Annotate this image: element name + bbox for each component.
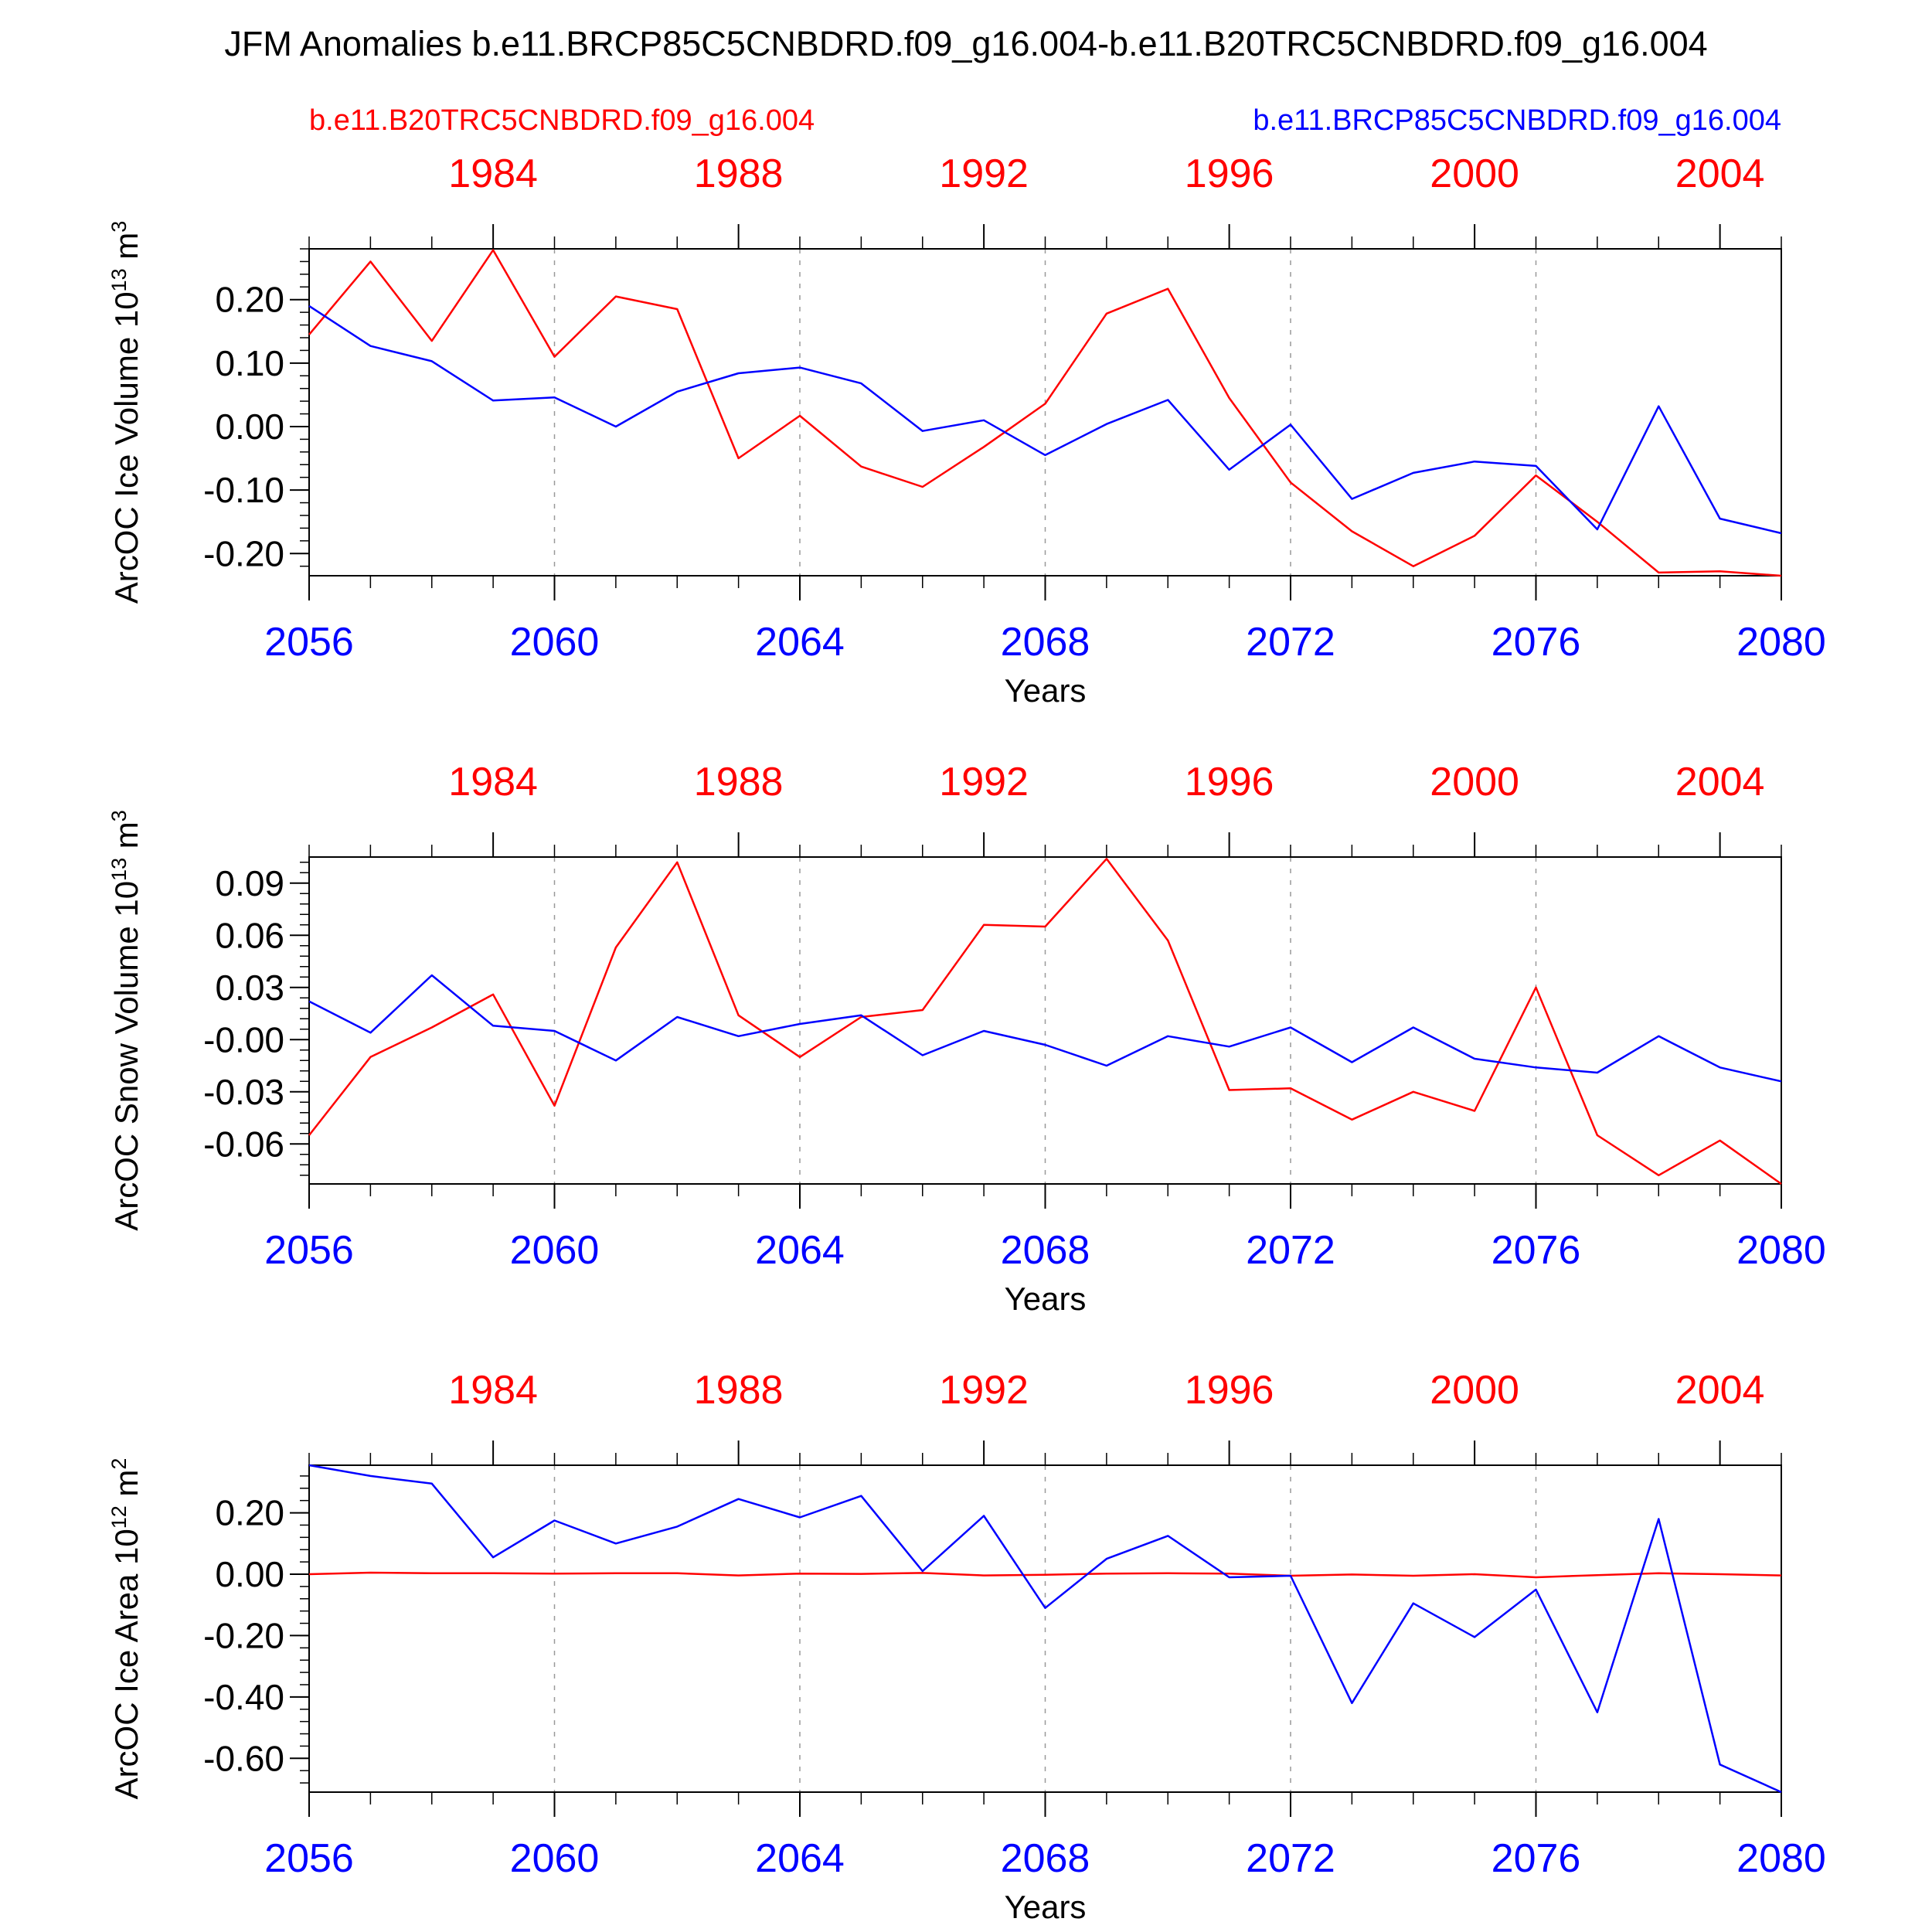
series-future-line: [308, 974, 1782, 1083]
legend-future-label: b.e11.BRCP85C5CNBDRD.f09_g16.004: [1253, 104, 1781, 137]
x-tick-label-bottom: 2072: [1246, 1228, 1335, 1273]
y-tick-label: 0.06: [215, 915, 284, 955]
series-future-line: [308, 304, 1782, 535]
y-tick-label: -0.00: [203, 1019, 284, 1060]
x-tick-label-top: 1996: [1185, 151, 1274, 196]
x-tick-label-bottom: 2076: [1492, 620, 1581, 665]
x-tick-label-bottom: 2060: [510, 1228, 600, 1273]
y-axis-label-superscript: 13: [107, 858, 131, 881]
x-tick-label-top: 1988: [694, 1368, 784, 1413]
y-tick-label: 0.10: [215, 343, 284, 383]
x-tick-label-bottom: 2056: [264, 1836, 354, 1881]
y-tick-label: 0.00: [215, 406, 284, 447]
x-tick-label-bottom: 2060: [510, 1836, 600, 1881]
x-tick-label-bottom: 2064: [755, 1836, 845, 1881]
y-axis-label-superscript: 12: [107, 1505, 131, 1529]
x-tick-label-bottom: 2064: [755, 1228, 845, 1273]
y-axis-label-text: m: [108, 821, 145, 858]
y-tick-label: -0.60: [203, 1738, 284, 1778]
y-tick-label: 0.20: [215, 1493, 284, 1533]
x-tick-label-bottom: 2076: [1492, 1228, 1581, 1273]
x-tick-label-bottom: 2076: [1492, 1836, 1581, 1881]
y-tick-label: -0.10: [203, 470, 284, 510]
y-tick-label: -0.06: [203, 1124, 284, 1164]
y-axis-label: ArcOC Ice Volume 1013 m3: [107, 221, 145, 604]
y-axis-label-superscript: 13: [107, 268, 131, 291]
y-tick-label: -0.20: [203, 533, 284, 573]
y-axis-label: ArcOC Snow Volume 1013 m3: [107, 810, 145, 1231]
y-tick-label: -0.03: [203, 1072, 284, 1112]
x-tick-label-top: 1992: [939, 1368, 1029, 1413]
x-tick-label-bottom: 2068: [1001, 1836, 1090, 1881]
x-tick-label-top: 2004: [1675, 760, 1765, 804]
x-tick-label-top: 2004: [1675, 151, 1765, 196]
series-future-line: [308, 1464, 1782, 1794]
y-tick-label: -0.20: [203, 1615, 284, 1655]
x-tick-label-top: 2000: [1430, 1368, 1519, 1413]
x-tick-label-top: 2000: [1430, 760, 1519, 804]
x-tick-label-bottom: 2072: [1246, 1836, 1335, 1881]
x-tick-label-bottom: 2056: [264, 620, 354, 665]
series-historical-line: [308, 1571, 1782, 1579]
series-historical-line: [308, 858, 1782, 1185]
y-axis-label-text: m: [108, 1470, 145, 1506]
x-tick-label-bottom: 2072: [1246, 620, 1335, 665]
x-tick-label-top: 1988: [694, 151, 784, 196]
x-tick-label-bottom: 2068: [1001, 620, 1090, 665]
x-tick-label-bottom: 2068: [1001, 1228, 1090, 1273]
x-tick-label-top: 1988: [694, 760, 784, 804]
y-axis-label-superscript: 3: [107, 810, 131, 821]
panel-2: -0.06 -0.03 -0.00 0.03 0.06 0.09 2056 2060 2064 2…: [107, 760, 1826, 1317]
legend-historical-label: b.e11.B20TRC5CNBDRD.f09_g16.004: [309, 104, 815, 137]
y-tick-label: -0.40: [203, 1677, 284, 1717]
y-axis-label-text: ArcOC Ice Volume 10: [108, 291, 145, 604]
x-tick-label-top: 1984: [448, 1368, 538, 1413]
x-tick-label-top: 1996: [1185, 1368, 1274, 1413]
x-tick-label-top: 1984: [448, 151, 538, 196]
y-axis-label-text: ArcOC Snow Volume 10: [108, 881, 145, 1231]
y-axis-label: ArcOC Ice Area 1012 m2: [107, 1458, 145, 1800]
y-axis-label-superscript: 3: [107, 221, 131, 233]
y-tick-label: 0.09: [215, 863, 284, 903]
x-tick-label-bottom: 2080: [1736, 1836, 1826, 1881]
x-axis-label: Years: [1005, 1281, 1087, 1317]
x-tick-label-top: 1984: [448, 760, 538, 804]
x-tick-label-top: 1992: [939, 760, 1029, 804]
x-tick-label-bottom: 2080: [1736, 620, 1826, 665]
x-axis-label: Years: [1005, 1889, 1087, 1925]
y-axis-label-superscript: 2: [107, 1458, 131, 1470]
panel-1: -0.20 -0.10 0.00 0.10 0.20 2056 2060 2064 2068 20…: [107, 151, 1826, 709]
y-axis-label-text: ArcOC Ice Area 10: [108, 1529, 145, 1799]
x-tick-label-bottom: 2060: [510, 620, 600, 665]
x-axis-label: Years: [1005, 672, 1087, 709]
x-tick-label-bottom: 2056: [264, 1228, 354, 1273]
y-tick-label: 0.00: [215, 1554, 284, 1594]
y-tick-label: 0.20: [215, 280, 284, 320]
panel-3: -0.60 -0.40 -0.20 0.00 0.20 2056 2060 2064 2068 2…: [107, 1368, 1826, 1925]
x-tick-label-bottom: 2080: [1736, 1228, 1826, 1273]
x-tick-label-top: 2000: [1430, 151, 1519, 196]
chart-title: JFM Anomalies b.e11.BRCP85C5CNBDRD.f09_g…: [224, 24, 1707, 63]
y-axis-label-text: m: [108, 233, 145, 269]
x-tick-label-top: 1996: [1185, 760, 1274, 804]
x-tick-label-top: 2004: [1675, 1368, 1765, 1413]
series-historical-line: [308, 249, 1782, 577]
x-tick-label-bottom: 2064: [755, 620, 845, 665]
x-tick-label-top: 1992: [939, 151, 1029, 196]
y-tick-label: 0.03: [215, 968, 284, 1008]
